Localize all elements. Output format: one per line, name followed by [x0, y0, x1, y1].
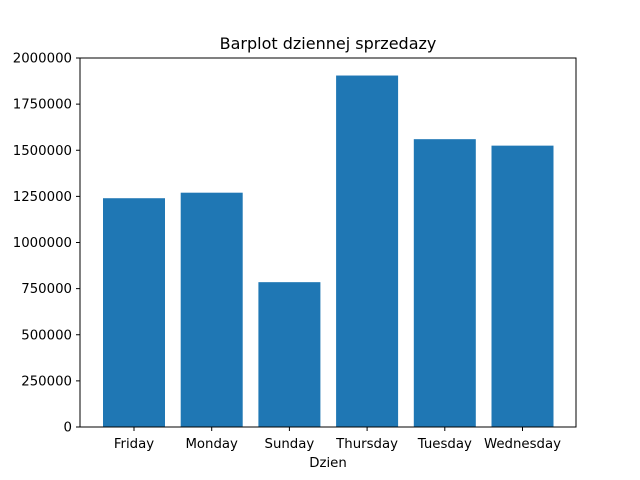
bar-monday [180, 192, 243, 427]
y-axis-ticks: 0 250000 500000 750000 1000000 1250000 1500000… [13, 52, 80, 436]
y-tick-label: 1000000 [13, 236, 72, 251]
x-axis-ticks: Friday Monday Sunday Thursday Tuesday Wednesd… [114, 427, 561, 452]
bars-layer [103, 75, 554, 427]
y-tick-label: 0 [64, 421, 72, 436]
y-tick-label: 1250000 [13, 190, 72, 205]
bar-sunday [258, 282, 321, 427]
y-tick-label: 2000000 [13, 52, 72, 67]
x-tick-label: Friday [114, 437, 154, 452]
y-tick-label: 500000 [21, 328, 72, 343]
y-tick-label: 250000 [21, 374, 72, 389]
x-tick-label: Thursday [335, 437, 398, 452]
y-tick-label: 1750000 [13, 98, 72, 113]
y-tick-label: 750000 [21, 282, 72, 297]
bar-wednesday [491, 145, 554, 427]
x-tick-label: Monday [185, 437, 238, 452]
chart-title: Barplot dziennej sprzedazy [220, 34, 437, 53]
x-tick-label: Tuesday [417, 437, 472, 452]
y-tick-label: 1500000 [13, 144, 72, 159]
bar-tuesday [413, 139, 476, 427]
x-axis-label: Dzien [309, 456, 347, 471]
bar-friday [103, 198, 165, 427]
x-tick-label: Wednesday [484, 437, 561, 452]
bar-thursday [336, 75, 399, 427]
x-tick-label: Sunday [265, 437, 315, 452]
